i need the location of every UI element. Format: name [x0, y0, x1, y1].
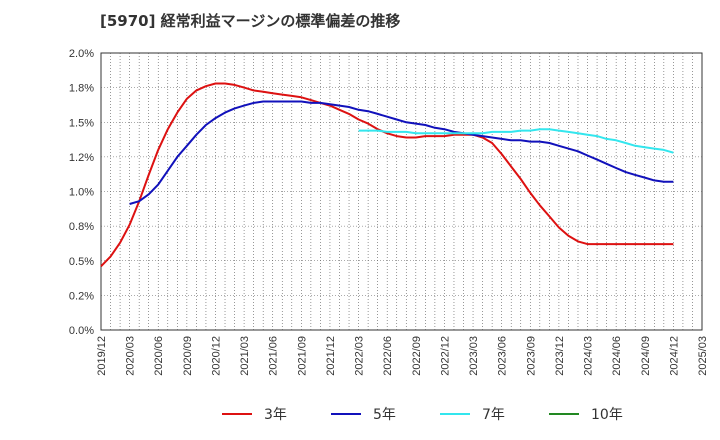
y-tick-label: 0.5% [69, 256, 94, 268]
chart-title: [5970] 経常利益マージンの標準偏差の推移 [100, 12, 401, 30]
x-tick-label: 2022/09 [411, 336, 423, 376]
x-tick-label: 2021/09 [296, 336, 308, 376]
series-line-3年 [100, 82, 674, 267]
x-tick-label: 2021/06 [268, 336, 280, 376]
x-tick-label: 2021/12 [325, 336, 337, 376]
legend-label: 5年 [373, 407, 396, 423]
x-tick-label: 2022/06 [382, 336, 394, 376]
y-tick-label: 0.8% [69, 221, 94, 233]
legend-label: 7年 [482, 407, 505, 423]
x-tick-label: 2023/12 [554, 336, 566, 376]
x-tick-label: 2024/03 [583, 336, 595, 376]
y-tick-label: 0.0% [69, 325, 94, 337]
series-line-5年 [129, 100, 674, 205]
legend-label: 3年 [264, 407, 287, 423]
x-tick-label: 2023/09 [525, 336, 537, 376]
x-tick-label: 2025/03 [697, 336, 709, 376]
y-tick-label: 1.0% [69, 187, 94, 199]
x-tick-label: 2024/06 [611, 336, 623, 376]
y-tick-label: 1.5% [69, 117, 94, 129]
x-tick-label: 2020/12 [210, 336, 222, 376]
x-tick-label: 2019/12 [96, 336, 108, 376]
x-tick-label: 2024/09 [640, 336, 652, 376]
x-tick-label: 2024/12 [668, 336, 680, 376]
y-tick-label: 1.8% [69, 83, 94, 95]
x-tick-label: 2023/03 [468, 336, 480, 376]
x-tick-label: 2020/09 [182, 336, 194, 376]
x-tick-label: 2021/03 [239, 336, 251, 376]
x-tick-label: 2020/06 [153, 336, 165, 376]
series-line-7年 [358, 128, 674, 154]
y-tick-label: 0.2% [69, 290, 94, 302]
x-tick-label: 2022/03 [354, 336, 366, 376]
legend-label: 10年 [591, 407, 623, 423]
x-tick-label: 2022/12 [439, 336, 451, 376]
x-tick-label: 2023/06 [497, 336, 509, 376]
y-tick-label: 1.2% [69, 152, 94, 164]
y-tick-label: 2.0% [69, 48, 94, 60]
x-tick-label: 2020/03 [125, 336, 137, 376]
